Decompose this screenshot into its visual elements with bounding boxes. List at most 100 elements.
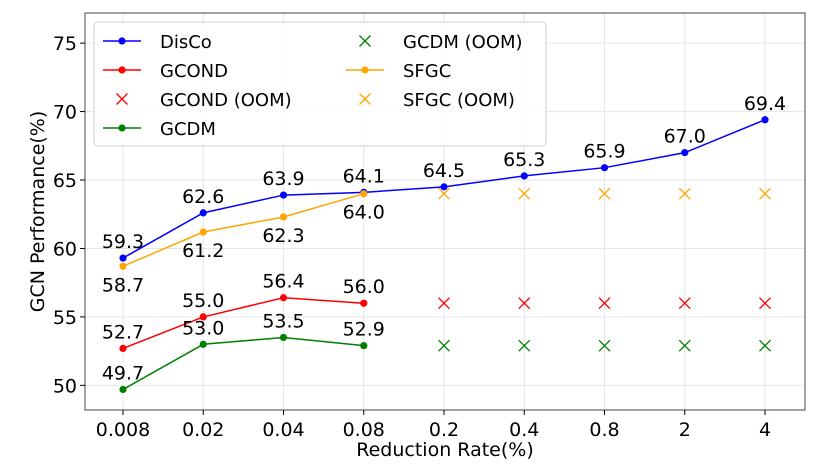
data-label-gcond: 52.7: [102, 321, 144, 343]
data-label-sfgc: 58.7: [102, 274, 144, 296]
data-label-disco: 69.4: [744, 93, 786, 115]
legend-item-gcdm-oom: GCDM (OOM): [359, 32, 523, 53]
oom-marker-sfgc-oom-stroke: [438, 187, 450, 200]
data-label-disco: 65.3: [503, 149, 545, 171]
oom-marker-gcdm-oom-stroke: [759, 339, 771, 352]
y-tick-label: 55: [53, 307, 77, 329]
data-point-sfgc: [360, 190, 368, 198]
oom-marker-gcond-oom-stroke: [438, 297, 450, 310]
oom-marker-gcdm-oom-stroke: [678, 339, 691, 352]
series-line-sfgc: [122, 192, 364, 267]
oom-marker-sfgc-oom-stroke: [678, 187, 691, 200]
series-line-gcond: [122, 296, 364, 350]
x-tick-label: 4: [759, 419, 771, 441]
data-label-sfgc: 61.2: [182, 240, 224, 262]
data-label-disco: 59.3: [102, 231, 144, 253]
data-point-gcdm: [279, 333, 288, 342]
series-line-gcdm: [122, 336, 364, 391]
ticks-layer: 50 55 60 65 70 75 0.008 0.02 0.04 0.08 0.2 0.4 0.8 2 4: [53, 33, 771, 441]
data-point-sfgc: [199, 228, 207, 236]
oom-marker-gcond-oom: [759, 297, 771, 310]
data-label-gcdm: 53.0: [182, 317, 224, 339]
data-label-gcond: 55.0: [182, 290, 224, 312]
data-label-gcdm: 52.9: [343, 319, 385, 341]
oom-marker-gcond-oom-stroke: [518, 297, 531, 310]
data-point-disco: [520, 172, 528, 180]
oom-marker-gcdm-oom-stroke: [438, 339, 450, 352]
oom-marker-sfgc-oom: [518, 187, 531, 200]
x-tick-label: 0.008: [96, 419, 150, 441]
legend-marker-gcond-oom-stroke: [116, 93, 128, 105]
oom-marker-gcond-oom: [598, 297, 611, 310]
data-point-gcond: [199, 313, 207, 321]
legend-label-sfgc: SFGC: [403, 61, 451, 82]
y-tick-label: 70: [53, 102, 77, 124]
data-label-disco: 67.0: [664, 126, 706, 148]
oom-marker-gcdm-oom: [678, 339, 691, 352]
oom-marker-gcdm-oom: [598, 339, 611, 352]
legend-item-sfgc: SFGC: [346, 61, 451, 82]
legend-marker-disco: [118, 37, 126, 45]
y-tick-label: 50: [53, 375, 77, 397]
data-point-gcond: [279, 294, 288, 302]
data-label-sfgc: 64.0: [343, 202, 385, 224]
legend-marker-gcdm-oom-stroke: [359, 35, 371, 47]
data-point-gcdm: [199, 340, 207, 348]
oom-marker-gcond-oom: [678, 297, 691, 310]
legend: DisCo GCOND GCOND (OOM) GCDM GCDM (OOM) SFGC S…: [93, 21, 547, 147]
data-point-sfgc: [119, 262, 127, 270]
x-axis-label: Reduction Rate(%): [356, 439, 533, 461]
legend-marker-sfgc-oom: [359, 93, 371, 105]
data-point-disco: [600, 164, 609, 172]
label-layer: 59.3 62.6 63.9 64.1 64.5 65.3 65.9 67.0 69.4 52.7…: [102, 93, 786, 385]
legend-marker-gcdm-oom: [359, 35, 371, 47]
data-point-gcond: [119, 344, 127, 352]
oom-marker-sfgc-oom: [598, 187, 611, 200]
oom-marker-sfgc-oom: [759, 187, 771, 200]
x-tick-label: 0.02: [182, 419, 224, 441]
y-tick-label: 65: [53, 170, 77, 192]
legend-item-gcond-oom: GCOND (OOM): [116, 90, 292, 111]
data-label-gcond: 56.4: [262, 271, 304, 293]
data-point-disco: [681, 149, 689, 157]
oom-marker-sfgc-oom-stroke: [598, 187, 611, 200]
oom-marker-gcdm-oom-stroke: [518, 339, 531, 352]
data-label-disco: 65.9: [583, 141, 625, 163]
oom-marker-gcond-oom-stroke: [759, 297, 771, 310]
y-tick-label: 60: [53, 238, 77, 260]
oom-marker-sfgc-oom-stroke: [518, 187, 531, 200]
data-point-disco: [440, 183, 448, 191]
legend-label-disco: DisCo: [160, 32, 212, 53]
data-label-gcdm: 53.5: [262, 310, 304, 332]
x-tick-label: 0.8: [589, 419, 619, 441]
legend-item-gcond: GCOND: [103, 61, 228, 82]
legend-marker-gcond: [118, 66, 126, 74]
x-tick-label: 0.4: [509, 419, 539, 441]
legend-marker-gcdm: [118, 124, 126, 132]
data-label-gcdm: 49.7: [102, 362, 144, 384]
legend-label-gcdm: GCDM: [160, 119, 216, 140]
oom-marker-sfgc-oom-stroke: [759, 187, 771, 200]
data-label-sfgc: 62.3: [262, 225, 304, 247]
oom-marker-gcdm-oom-stroke: [598, 339, 611, 352]
x-tick-label: 0.2: [429, 419, 459, 441]
oom-marker-sfgc-oom: [678, 187, 691, 200]
data-point-gcond: [360, 299, 368, 307]
x-tick-label: 2: [679, 419, 691, 441]
data-label-disco: 64.5: [423, 160, 465, 182]
x-tick-label: 0.04: [262, 419, 304, 441]
legend-label-sfgc-oom: SFGC (OOM): [403, 90, 515, 111]
oom-marker-gcdm-oom: [759, 339, 771, 352]
data-point-disco: [119, 254, 127, 262]
legend-item-gcdm: GCDM: [103, 119, 216, 140]
legend-marker-sfgc: [361, 66, 369, 74]
data-point-disco: [279, 191, 288, 199]
y-tick-label: 75: [53, 33, 77, 55]
legend-label-gcdm-oom: GCDM (OOM): [403, 32, 523, 53]
data-label-disco: 64.1: [343, 165, 385, 187]
plot-frame: [84, 12, 806, 411]
oom-marker-gcdm-oom: [518, 339, 531, 352]
oom-marker-gcond-oom-stroke: [678, 297, 691, 310]
oom-marker-gcond-oom-stroke: [598, 297, 611, 310]
